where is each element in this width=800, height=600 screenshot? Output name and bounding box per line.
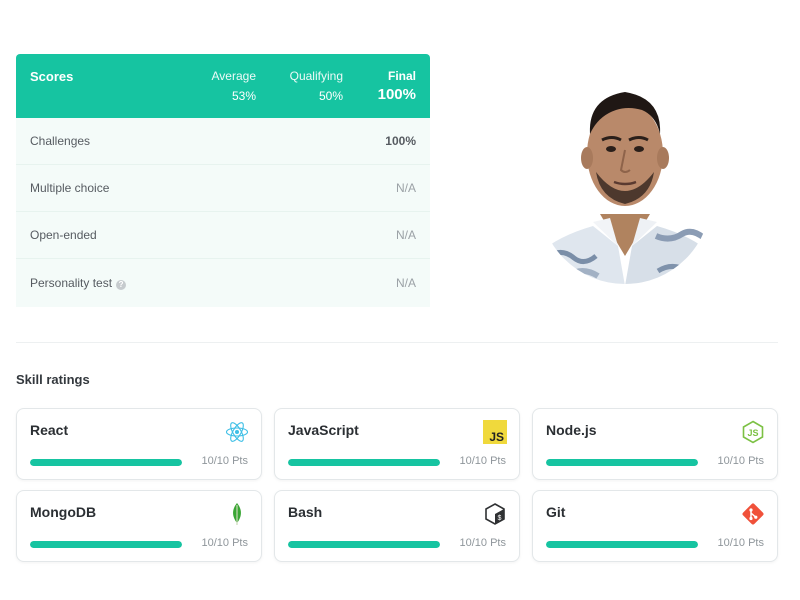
scores-header: Scores Average 53% Qualifying 50% Final …: [16, 54, 430, 118]
skill-progress-fill: [30, 459, 182, 466]
score-row-value: 100%: [385, 134, 416, 148]
nodejs-icon: JS: [742, 420, 764, 444]
skill-points: 10/10 Pts: [717, 455, 764, 467]
skill-progress-bar: [288, 459, 440, 466]
svg-text:JS: JS: [489, 430, 504, 444]
skill-progress-bar: [30, 459, 182, 466]
section-divider: [16, 342, 778, 343]
mongodb-icon: [233, 503, 241, 525]
skill-card-javascript: JavaScript JS 10/10 Pts: [274, 408, 520, 480]
skill-progress-fill: [546, 541, 698, 548]
skill-card-git: Git 10/10 Pts: [532, 490, 778, 562]
skill-progress-bar: [546, 541, 698, 548]
final-column: Final 100%: [378, 69, 416, 103]
qualifying-value: 50%: [318, 89, 343, 103]
final-label: Final: [387, 69, 416, 83]
average-column: Average 53%: [212, 69, 256, 103]
question-circle-icon[interactable]: ?: [116, 280, 127, 290]
skill-card-mongodb: MongoDB 10/10 Pts: [16, 490, 262, 562]
average-value: 53%: [231, 89, 256, 103]
svg-text:JS: JS: [747, 428, 758, 438]
scores-title: Scores: [30, 69, 74, 84]
skill-card-bash: Bash $ 10/10 Pts: [274, 490, 520, 562]
score-row-personality-test: Personality test? N/A: [16, 259, 430, 307]
javascript-icon: JS: [483, 420, 507, 444]
skill-points: 10/10 Pts: [201, 537, 248, 549]
score-row-value: N/A: [395, 276, 416, 290]
skill-progress-bar: [546, 459, 698, 466]
score-row-label: Challenges: [30, 134, 91, 148]
score-row-label: Personality test?: [30, 276, 127, 290]
skill-progress-bar: [30, 541, 182, 548]
skill-progress-fill: [288, 459, 440, 466]
score-row-value: N/A: [395, 228, 416, 242]
skill-points: 10/10 Pts: [201, 455, 248, 467]
skill-name: Git: [546, 504, 566, 520]
score-row-open-ended: Open-ended N/A: [16, 212, 430, 259]
score-row-multiple-choice: Multiple choice N/A: [16, 165, 430, 212]
skill-name: Node.js: [546, 422, 597, 438]
score-row-label: Open-ended: [30, 228, 97, 242]
qualifying-label: Qualifying: [289, 69, 343, 83]
scores-card: Scores Average 53% Qualifying 50% Final …: [16, 54, 430, 307]
score-row-label: Multiple choice: [30, 181, 110, 195]
skill-name: React: [30, 422, 69, 438]
svg-text:$: $: [497, 515, 501, 523]
skill-name: MongoDB: [30, 504, 97, 520]
skill-card-nodejs: Node.js JS 10/10 Pts: [532, 408, 778, 480]
git-icon: [742, 503, 764, 525]
final-value: 100%: [377, 86, 416, 103]
skill-points: 10/10 Pts: [459, 537, 506, 549]
skill-progress-fill: [288, 541, 440, 548]
personality-test-label: Personality test: [30, 276, 113, 290]
skill-progress-bar: [288, 541, 440, 548]
avatar: [538, 92, 712, 284]
skill-progress-fill: [546, 459, 698, 466]
skill-points: 10/10 Pts: [717, 537, 764, 549]
skill-name: Bash: [288, 504, 323, 520]
skill-ratings-title: Skill ratings: [16, 372, 90, 387]
skill-progress-fill: [30, 541, 182, 548]
bash-icon: $: [485, 503, 505, 525]
average-label: Average: [211, 69, 256, 83]
skill-card-react: React 10/10 Pts: [16, 408, 262, 480]
skill-points: 10/10 Pts: [459, 455, 506, 467]
react-icon: [225, 422, 249, 442]
skill-name: JavaScript: [288, 422, 359, 438]
qualifying-column: Qualifying 50%: [290, 69, 343, 103]
score-row-value: N/A: [395, 181, 416, 195]
score-row-challenges: Challenges 100%: [16, 118, 430, 165]
